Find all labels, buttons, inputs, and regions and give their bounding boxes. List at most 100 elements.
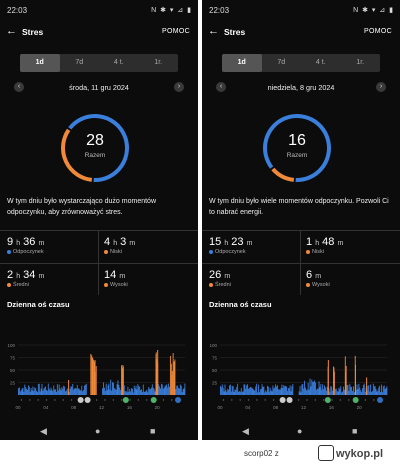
timeline-bar	[104, 390, 106, 395]
timeline-bar	[39, 391, 41, 395]
stress-ring-svg	[263, 114, 331, 182]
timeline-bar	[300, 392, 302, 395]
tab-1d[interactable]: 1d	[20, 54, 60, 72]
nav-back-icon[interactable]: ◀	[40, 426, 47, 436]
timeline-bar	[343, 386, 344, 395]
low-dot-icon	[104, 249, 108, 254]
timeline-bar	[29, 391, 31, 395]
x-tick-label: 12	[99, 405, 105, 410]
timeline-bar	[262, 387, 264, 395]
timeline-bar	[45, 386, 47, 395]
nav-back-icon[interactable]: ◀	[242, 426, 249, 436]
timeline-bar	[139, 386, 141, 395]
stress-peak-bar	[91, 357, 93, 395]
timeline-bar	[286, 390, 288, 395]
nav-home-icon[interactable]: ●	[95, 426, 101, 436]
timeline-bar	[312, 381, 314, 395]
nav-recent-icon[interactable]: ■	[150, 426, 156, 436]
ring-rest-arc	[68, 114, 129, 182]
timeline-bar	[152, 387, 154, 395]
activity-dot	[239, 399, 241, 401]
timeline-bar	[267, 386, 269, 395]
activity-dot	[297, 399, 300, 401]
timeline-bar	[169, 386, 170, 395]
activity-dot	[314, 399, 317, 401]
nav-home-icon[interactable]: ●	[297, 426, 303, 436]
timeline-bar	[349, 383, 351, 395]
stress-peak-bar	[122, 365, 124, 395]
timeline-bar	[314, 380, 315, 395]
x-tick-label: 16	[329, 405, 335, 410]
timeline-bar	[346, 385, 348, 395]
timeline-bar	[380, 392, 382, 395]
nav-recent-icon[interactable]: ■	[352, 426, 358, 436]
timeline-bar	[292, 384, 294, 395]
back-arrow-icon[interactable]: ←	[208, 25, 219, 37]
tab-1r[interactable]: 1r.	[356, 59, 365, 66]
timeline-bar	[336, 391, 338, 395]
timeline-bar	[228, 389, 230, 395]
timeline-bar	[252, 388, 254, 395]
timeline-title: Dzienna oś czasu	[7, 300, 70, 309]
timeline-bar	[231, 385, 233, 395]
timeline-bar	[140, 390, 142, 395]
timeline-bar	[174, 359, 176, 395]
prev-day-icon[interactable]: ‹	[216, 82, 226, 92]
timeline-bar	[339, 389, 341, 395]
timeline-bar	[173, 361, 175, 395]
activity-dot	[29, 399, 31, 401]
timeline-bar	[355, 389, 357, 395]
timeline-bar	[33, 391, 35, 395]
timeline-bar	[343, 389, 345, 395]
timeline-bar	[280, 387, 282, 395]
timeline-bar	[358, 383, 360, 395]
timeline-bar	[260, 389, 262, 395]
activity-dot	[272, 399, 275, 401]
high-dot-icon	[104, 282, 108, 287]
stat-rest: 15 h 23 m Odpoczynek	[209, 236, 253, 255]
activity-dot	[37, 399, 39, 401]
timeline-bar	[56, 384, 58, 395]
timeline-bar	[74, 388, 75, 395]
timeline-bar	[259, 389, 261, 395]
y-tick-label: 50	[10, 368, 16, 373]
timeline-bar	[38, 383, 40, 395]
timeline-bar	[168, 383, 170, 395]
timeline-bar	[84, 384, 86, 395]
timeline-bar	[230, 391, 232, 395]
help-button[interactable]: POMOC	[364, 28, 392, 35]
tab-7d[interactable]: 7d	[75, 59, 84, 66]
timeline-bar	[28, 386, 30, 395]
timeline-bar	[291, 386, 293, 395]
x-tick-label: 12	[301, 405, 307, 410]
help-button[interactable]: POMOC	[162, 28, 190, 35]
timeline-bar	[222, 387, 224, 395]
timeline-bar	[352, 391, 353, 395]
prev-day-icon[interactable]: ‹	[14, 82, 24, 92]
timeline-bar	[229, 385, 230, 395]
back-arrow-icon[interactable]: ←	[6, 25, 17, 37]
timeline-bar	[235, 389, 237, 395]
timeline-bar	[261, 384, 263, 395]
timeline-bar	[371, 392, 372, 395]
timeline-bar	[85, 383, 87, 395]
tab-7d[interactable]: 7d	[277, 59, 286, 66]
timeline-bar	[374, 386, 376, 395]
timeline-bar	[258, 392, 260, 395]
timeline-bar	[178, 387, 180, 395]
activity-dot	[137, 399, 140, 401]
tab-4t[interactable]: 4 t.	[113, 59, 124, 66]
timeline-bar	[238, 391, 239, 395]
tab-1d[interactable]: 1d	[222, 54, 262, 72]
timeline-bar	[22, 387, 24, 395]
timeline-bar	[128, 391, 130, 395]
next-day-icon[interactable]: ›	[376, 82, 386, 92]
timeline-bar	[239, 391, 241, 395]
timeline-bar	[132, 392, 134, 395]
timeline-bar	[24, 384, 26, 395]
timeline-bar	[137, 384, 139, 395]
next-day-icon[interactable]: ›	[174, 82, 184, 92]
timeline-bar	[236, 387, 238, 395]
tab-1r[interactable]: 1r.	[154, 59, 163, 66]
tab-4t[interactable]: 4 t.	[315, 59, 326, 66]
